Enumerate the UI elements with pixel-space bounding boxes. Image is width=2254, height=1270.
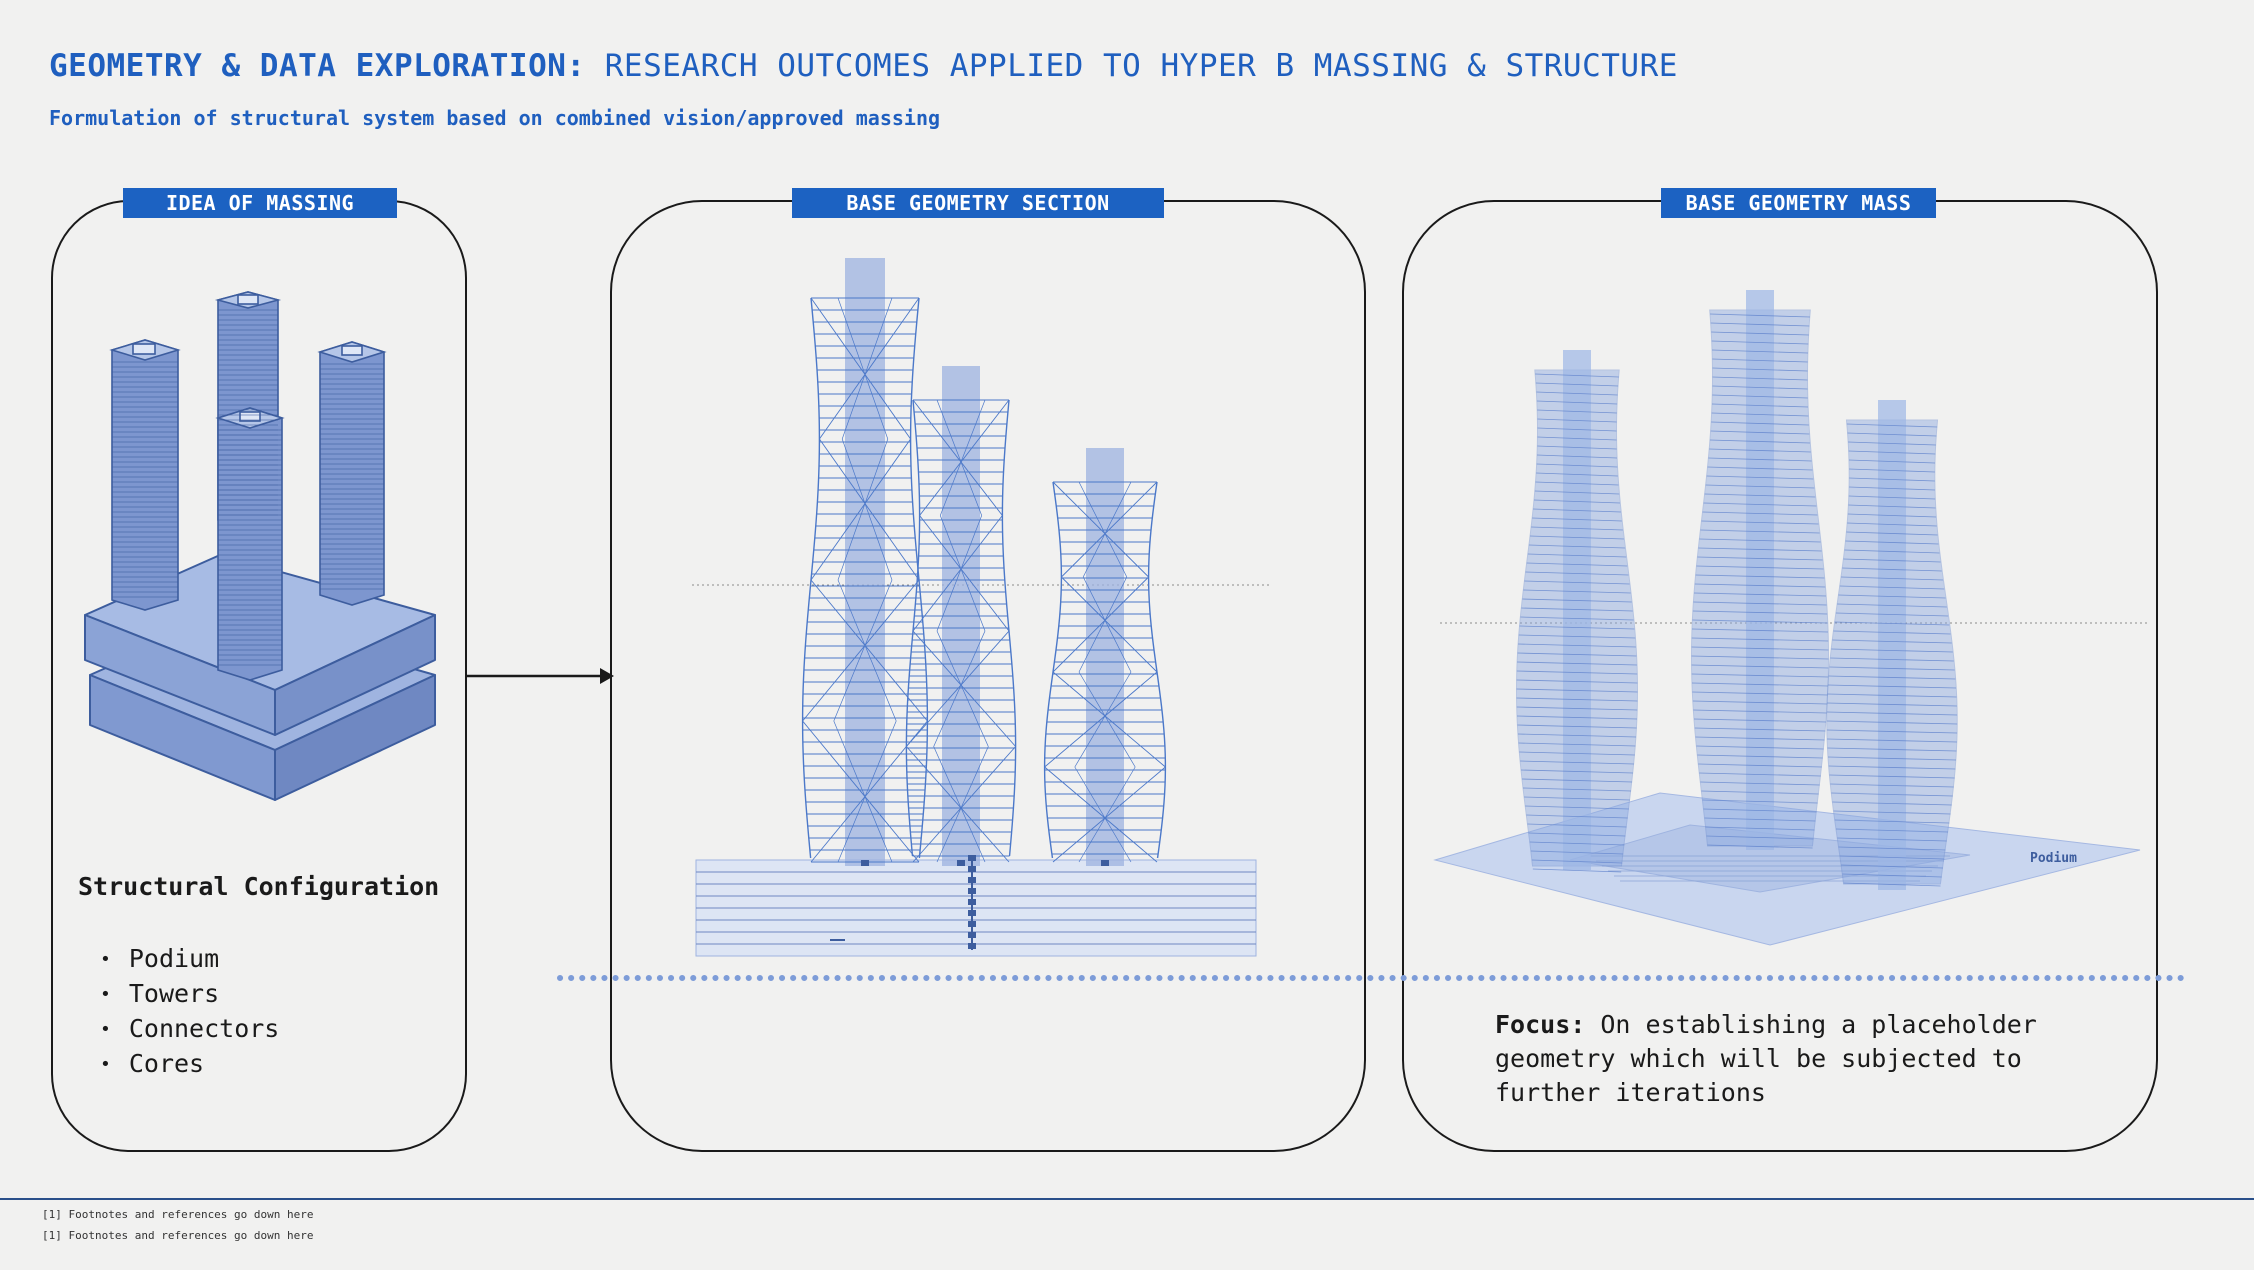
massing-panel-label: IDEA OF MASSING	[123, 188, 397, 218]
core-short	[1086, 448, 1124, 866]
focus-note: Focus: On establishing a placeholder geo…	[1495, 1008, 2135, 1110]
page-title: GEOMETRY & DATA EXPLORATION: RESEARCH OU…	[49, 48, 1678, 84]
config-item-cores: Cores	[100, 1047, 279, 1082]
config-item-connectors: Connectors	[100, 1012, 280, 1047]
focus-text: On establishing a placeholder geometry w…	[1495, 1010, 2037, 1107]
config-item-podium: Podium	[100, 942, 279, 977]
massing-illustration	[84, 291, 436, 801]
mass-panel: BASE GEOMETRY MASS	[1402, 188, 2158, 1152]
page-subtitle: Formulation of structural system based o…	[49, 106, 941, 130]
upper-slab-right	[274, 614, 436, 736]
config-item-towers: Towers	[100, 977, 279, 1012]
mass-podium-label: Podium	[2030, 851, 2077, 866]
tower-back-right	[317, 341, 387, 606]
lower-slab-right	[274, 674, 436, 801]
mass-panel-label: BASE GEOMETRY MASS	[1661, 188, 1936, 218]
structural-config-title: Structural Configuration	[78, 872, 440, 901]
footer-divider	[0, 1198, 2254, 1200]
tower-back-left	[109, 339, 181, 611]
dotted-divider	[557, 975, 2185, 981]
focus-label: Focus:	[1495, 1010, 1586, 1039]
page-title-bold: GEOMETRY & DATA EXPLORATION:	[49, 48, 586, 84]
structural-config-list: Podium Towers Connectors Cores	[100, 942, 280, 1082]
section-panel: BASE GEOMETRY SECTION	[610, 188, 1366, 1152]
tower-front	[215, 407, 285, 681]
footnote-2: [1] Footnotes and references go down her…	[42, 1229, 314, 1242]
mass-drawing: Podium	[1433, 290, 2150, 946]
section-panel-label: BASE GEOMETRY SECTION	[792, 188, 1164, 218]
footnote-1: [1] Footnotes and references go down her…	[42, 1208, 314, 1221]
section-drawing	[692, 258, 1270, 957]
page-title-rest: RESEARCH OUTCOMES APPLIED TO HYPER B MAS…	[585, 48, 1678, 84]
flow-arrow	[466, 668, 614, 684]
